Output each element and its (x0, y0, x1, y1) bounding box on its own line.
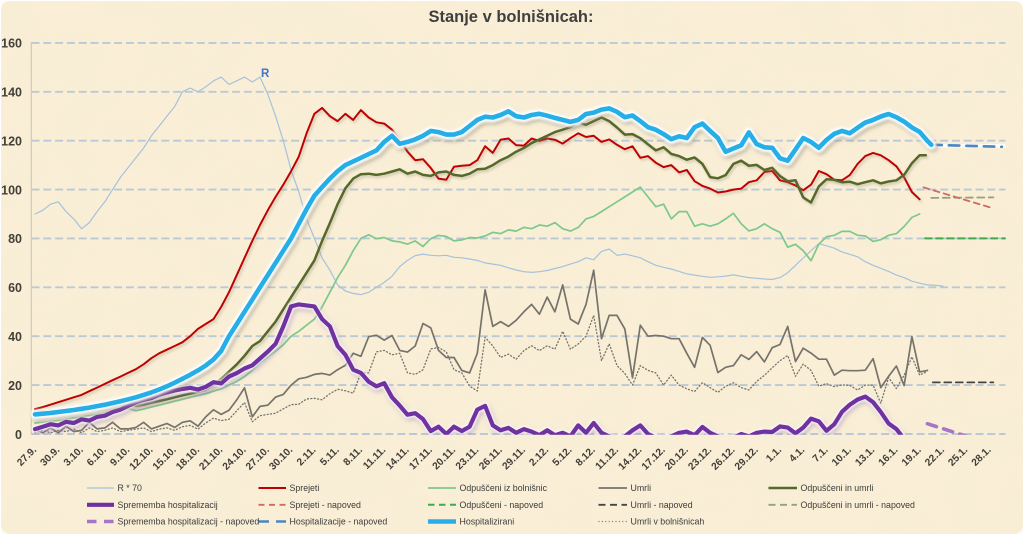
svg-text:Sprememba hospitalizacij: Sprememba hospitalizacij (118, 500, 218, 510)
svg-text:160: 160 (1, 37, 22, 51)
svg-text:40: 40 (8, 330, 22, 344)
svg-text:Stanje v bolnišnicah:: Stanje v bolnišnicah: (428, 8, 593, 26)
svg-text:0: 0 (15, 428, 22, 442)
svg-text:Odpuščeni in umrli - napoved: Odpuščeni in umrli - napoved (801, 500, 916, 510)
svg-text:Hospitalizirani: Hospitalizirani (460, 517, 515, 527)
svg-text:Odpuščeni - napoved: Odpuščeni - napoved (460, 500, 544, 510)
svg-text:120: 120 (1, 135, 22, 149)
svg-text:100: 100 (1, 183, 22, 197)
svg-text:R: R (261, 68, 270, 80)
svg-text:20: 20 (8, 379, 22, 393)
svg-text:Umrli - napoved: Umrli - napoved (631, 500, 693, 510)
svg-text:80: 80 (8, 232, 22, 246)
svg-text:60: 60 (8, 281, 22, 295)
svg-text:Umrli v bolnišnicah: Umrli v bolnišnicah (631, 517, 705, 527)
svg-text:Sprejeti - napoved: Sprejeti - napoved (290, 500, 362, 510)
svg-text:Umrli: Umrli (631, 483, 652, 493)
svg-text:R * 70: R * 70 (118, 483, 143, 493)
svg-text:Hospitalizacije - napoved: Hospitalizacije - napoved (290, 517, 388, 527)
svg-text:Sprememba hospitalizacij - nap: Sprememba hospitalizacij - napoved (118, 517, 260, 527)
svg-text:140: 140 (1, 86, 22, 100)
svg-text:Odpuščeni in umrli: Odpuščeni in umrli (801, 483, 874, 493)
svg-text:Sprejeti: Sprejeti (290, 483, 320, 493)
svg-text:Odpuščeni iz bolnišnic: Odpuščeni iz bolnišnic (460, 483, 548, 493)
